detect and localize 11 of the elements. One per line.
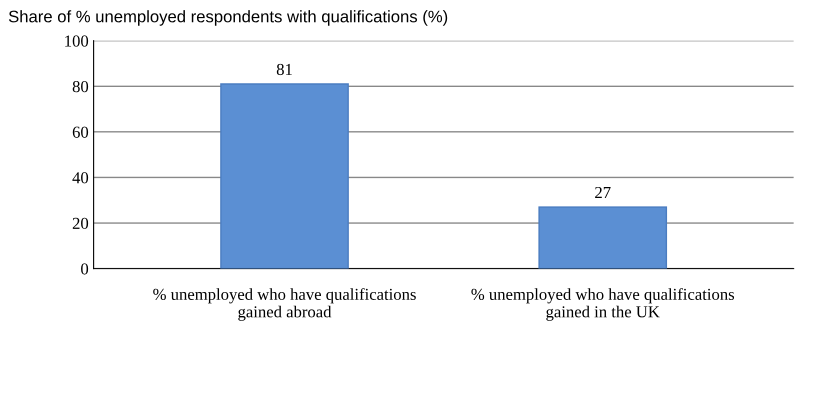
- x-tick-label: % unemployed who have qualifications gained in the UK: [471, 288, 734, 321]
- data-label: 81: [276, 64, 292, 76]
- y-tick-label: 40: [72, 172, 88, 184]
- y-tick-label: 20: [72, 218, 88, 229]
- x-tick-label: % unemployed who have qualifications gained abroad: [153, 288, 416, 321]
- y-tick-label: 60: [72, 126, 88, 138]
- y-tick-label: 0: [81, 263, 88, 275]
- y-tick-label: 80: [72, 80, 88, 92]
- y-tick-label: 100: [65, 35, 88, 47]
- data-label: 27: [595, 186, 611, 198]
- chart-title: Share of % unemployed respondents with qualifications (%): [8, 10, 448, 26]
